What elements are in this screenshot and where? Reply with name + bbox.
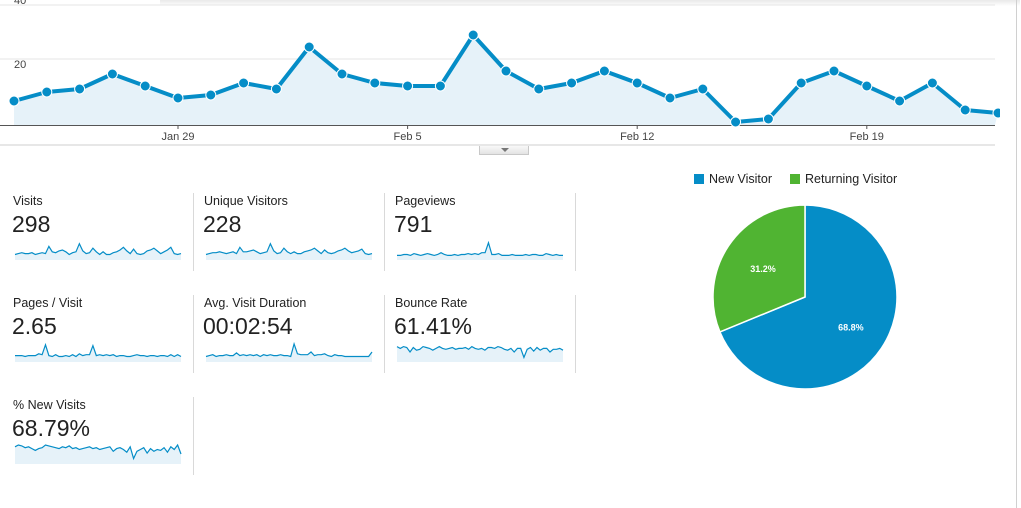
data-point[interactable] xyxy=(139,80,151,92)
legend-returning-visitor[interactable]: Returning Visitor xyxy=(790,172,897,186)
sparkline-line xyxy=(205,242,373,256)
metric-tile[interactable]: Unique Visitors 228 xyxy=(203,193,385,271)
right-border xyxy=(1016,0,1017,508)
sparkline-fill xyxy=(15,243,181,260)
pie-slice[interactable] xyxy=(718,204,898,390)
data-point[interactable] xyxy=(894,95,906,107)
sparkline-fill xyxy=(206,343,372,362)
chevron-down-icon xyxy=(501,148,509,152)
data-point[interactable] xyxy=(631,77,643,89)
data-point[interactable] xyxy=(303,41,315,53)
data-point[interactable] xyxy=(467,29,479,41)
metric-tile[interactable]: Pages / Visit 2.65 xyxy=(12,295,194,373)
data-point[interactable] xyxy=(500,65,512,77)
metric-sparkline xyxy=(15,342,182,362)
metric-sparkline xyxy=(397,240,563,260)
x-tick-label: Feb 19 xyxy=(850,131,884,143)
metric-sparkline xyxy=(205,341,373,362)
metric-sparkline xyxy=(396,345,564,362)
series-area-fill xyxy=(14,35,998,125)
metric-sparkline xyxy=(205,242,373,260)
metric-tile[interactable]: Pageviews 791 xyxy=(394,193,576,271)
data-point[interactable] xyxy=(41,86,53,98)
sparkline-fill xyxy=(15,344,181,362)
main-chart-area xyxy=(13,33,999,125)
metric-value: 228 xyxy=(203,211,242,237)
x-tick-label: Feb 5 xyxy=(394,131,422,143)
metric-tile[interactable]: Avg. Visit Duration 00:02:54 xyxy=(203,295,385,373)
data-point[interactable] xyxy=(270,83,282,95)
data-point[interactable] xyxy=(402,80,414,92)
metric-value: 00:02:54 xyxy=(203,313,293,339)
sparkline-fill xyxy=(397,242,563,260)
sparkline-fill xyxy=(15,445,181,464)
metric-label: Visits xyxy=(13,194,43,208)
chart-collapse-toggle[interactable] xyxy=(479,146,529,155)
metric-value: 791 xyxy=(394,211,433,237)
data-point[interactable] xyxy=(106,68,118,80)
pie-slice-label: 68.8% xyxy=(838,323,864,333)
data-point[interactable] xyxy=(795,77,807,89)
legend-new-visitor[interactable]: New Visitor xyxy=(694,172,772,186)
sparkline-fill xyxy=(206,243,372,260)
metric-label: Bounce Rate xyxy=(395,296,468,310)
legend-swatch-new xyxy=(694,174,704,184)
data-point[interactable] xyxy=(336,68,348,80)
metric-tile[interactable]: Bounce Rate 61.41% xyxy=(394,295,576,373)
data-point[interactable] xyxy=(959,104,971,116)
data-point[interactable] xyxy=(697,83,709,95)
y-tick-label: 40 xyxy=(14,0,26,7)
sparkline-line xyxy=(15,342,182,358)
data-point[interactable] xyxy=(861,80,873,92)
metric-label: Pageviews xyxy=(395,194,456,208)
header-shadow xyxy=(160,0,1020,6)
y-tick-label: 20 xyxy=(14,59,26,71)
main-line-chart: 20 40 Jan 29 Feb 5 Feb 12 Feb 19 xyxy=(0,0,1000,146)
data-point[interactable] xyxy=(8,95,20,107)
metric-value: 68.79% xyxy=(12,415,91,441)
metric-sparkline xyxy=(14,242,182,260)
x-tick-label: Jan 29 xyxy=(161,131,194,143)
data-point[interactable] xyxy=(205,89,217,101)
sparkline-fill xyxy=(397,346,563,362)
data-point[interactable] xyxy=(664,92,676,104)
data-point[interactable] xyxy=(238,77,250,89)
visitor-pie-chart: 68.8% 31.2% xyxy=(712,204,898,390)
sparkline-line xyxy=(397,240,563,257)
data-point[interactable] xyxy=(730,116,742,128)
data-point[interactable] xyxy=(828,65,840,77)
data-point[interactable] xyxy=(992,107,1000,119)
data-point[interactable] xyxy=(74,83,86,95)
data-point[interactable] xyxy=(598,65,610,77)
main-chart-points[interactable] xyxy=(8,29,1000,128)
metric-value: 298 xyxy=(12,211,51,237)
data-point[interactable] xyxy=(369,77,381,89)
sparkline-line xyxy=(14,242,182,256)
data-point[interactable] xyxy=(762,113,774,125)
pie-slice[interactable] xyxy=(712,204,806,333)
metric-sparkline xyxy=(14,443,182,464)
metric-value: 2.65 xyxy=(12,313,57,339)
legend-label-new: New Visitor xyxy=(709,172,772,186)
metric-value: 61.41% xyxy=(394,313,473,339)
metric-label: Avg. Visit Duration xyxy=(204,296,307,310)
sparkline-line xyxy=(205,341,373,358)
metric-tile[interactable]: % New Visits 68.79% xyxy=(12,397,194,475)
metric-label: Unique Visitors xyxy=(204,194,288,208)
legend-label-returning: Returning Visitor xyxy=(805,172,898,186)
sparkline-line xyxy=(396,345,564,360)
data-point[interactable] xyxy=(172,92,184,104)
x-tick-label: Feb 12 xyxy=(620,131,654,143)
metric-label: Pages / Visit xyxy=(13,296,83,310)
main-chart-tick-labels: 20 40 Jan 29 Feb 5 Feb 12 Feb 19 xyxy=(14,0,884,143)
data-point[interactable] xyxy=(533,83,545,95)
pie-slice-label: 31.2% xyxy=(750,264,776,274)
legend-swatch-returning xyxy=(790,174,800,184)
metric-tile[interactable]: Visits 298 xyxy=(12,193,194,271)
data-point[interactable] xyxy=(434,80,446,92)
metric-label: % New Visits xyxy=(13,398,86,412)
data-point[interactable] xyxy=(566,77,578,89)
data-point[interactable] xyxy=(926,77,938,89)
sparkline-line xyxy=(14,443,182,461)
